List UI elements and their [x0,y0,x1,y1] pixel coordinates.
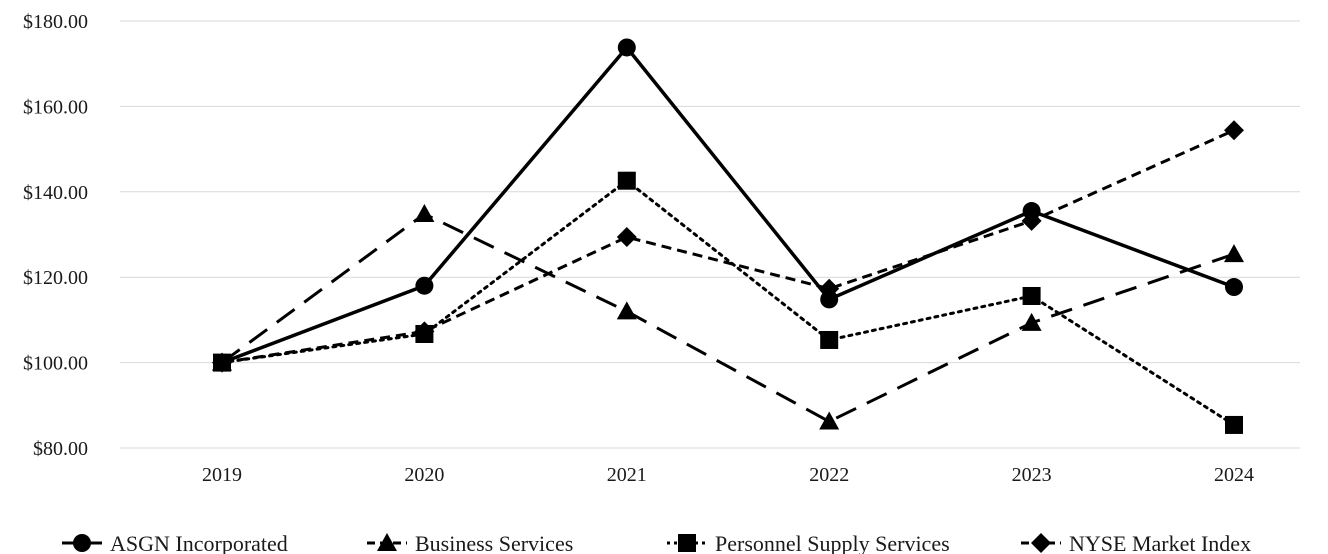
y-tick-label: $160.00 [23,96,88,118]
x-tick-label: 2021 [607,464,647,486]
legend-label: NYSE Market Index [1069,531,1251,554]
legend-item-nyse-market-index: NYSE Market Index [1021,531,1251,554]
legend-marker-swatch [377,533,397,551]
legend-label: Business Services [415,531,573,554]
series-nyse-market-index [212,120,1244,373]
data-point-nyse-market-index [819,278,840,299]
data-point-personnel-supply-services [1225,415,1243,434]
legend-item-personnel-supply-services: Personnel Supply Services [667,531,950,554]
y-axis-tick-labels: $80.00 $100.00 $120.00 $140.00 $160.00 $180.0… [23,11,88,460]
legend-marker-swatch [73,534,91,552]
data-point-business-services [414,204,435,223]
data-point-asgn-incorporated [617,38,636,57]
data-point-business-services [1021,312,1042,331]
legend-marker-swatch [1031,533,1051,553]
series-line-nyse-market-index [221,128,1235,365]
legend-item-asgn-incorporated: ASGN Incorporated [62,531,288,554]
y-tick-label: $120.00 [23,267,88,289]
series-line-business-services [221,212,1235,424]
data-point-nyse-market-index [1224,120,1244,141]
y-tick-label: $80.00 [33,438,88,460]
series-asgn-incorporated [213,38,1243,372]
x-tick-label: 2019 [202,464,242,486]
series-line-personnel-supply-services [220,178,1236,427]
data-point-personnel-supply-services [617,171,636,190]
data-point-asgn-incorporated [1225,278,1243,297]
legend-item-business-services: Business Services [367,531,573,554]
x-tick-label: 2020 [404,464,444,486]
series-lines [212,38,1244,434]
data-point-business-services [616,301,637,320]
legend-marker-swatch [678,534,696,552]
x-tick-label: 2023 [1012,464,1052,486]
y-tick-label: $180.00 [23,11,88,33]
legend-label: ASGN Incorporated [110,531,288,554]
data-point-asgn-incorporated [415,276,434,295]
data-point-asgn-incorporated [820,290,839,309]
data-point-nyse-market-index [616,227,637,248]
x-axis-tick-labels: 2019 2020 2021 2022 2023 2024 [202,464,1254,486]
y-tick-label: $140.00 [23,182,88,204]
data-point-business-services [1224,244,1244,263]
data-point-personnel-supply-services [1022,286,1041,305]
data-point-nyse-market-index [212,352,232,373]
legend-label: Personnel Supply Services [715,531,950,554]
data-point-personnel-supply-services [820,330,839,349]
x-tick-label: 2024 [1214,464,1254,486]
data-point-business-services [819,411,840,430]
x-tick-label: 2022 [809,464,849,486]
gridlines [120,20,1300,449]
data-point-nyse-market-index [1021,210,1042,231]
y-tick-label: $100.00 [23,353,88,375]
data-point-nyse-market-index [414,321,435,342]
series-business-services [212,204,1244,430]
series-line-asgn-incorporated [221,44,1235,365]
legend: ASGN Incorporated Business Services Person… [62,531,1251,554]
